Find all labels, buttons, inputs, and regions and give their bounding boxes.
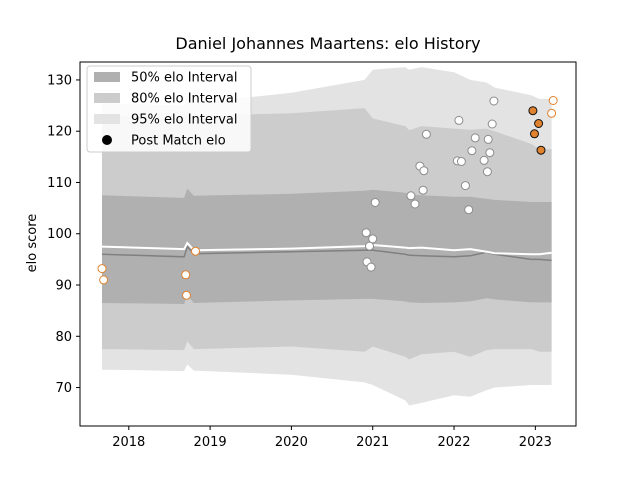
x-tick-label-2020: 2020 [275,435,308,450]
post-match-elo-point-29 [487,119,497,129]
x-axis: 2018 2019 2020 2021 2022 2023 [112,426,552,450]
post-match-elo-point-2 [99,275,109,285]
legend-label-marker: Post Match elo [131,134,226,149]
x-tick-label-2019: 2019 [194,435,227,450]
post-match-elo-point-35 [547,108,557,118]
legend-label-band50: 50% elo Interval [131,71,238,86]
post-match-elo-point-30 [489,96,499,106]
post-match-elo-point-34 [536,145,546,155]
post-match-elo-point-25 [479,155,489,165]
y-tick-label-80: 80 [55,330,72,345]
post-match-elo-point-3 [181,270,191,280]
band-50-interval [102,188,552,304]
y-tick-label-70: 70 [55,381,72,396]
post-match-elo-point-36 [548,96,558,105]
y-tick-label-120: 120 [47,125,72,140]
post-match-elo-point-13 [410,199,420,209]
y-tick-label-100: 100 [47,227,72,242]
post-match-elo-point-31 [528,106,538,116]
post-match-elo-point-28 [485,148,495,158]
y-axis-label: elo score [25,214,40,273]
post-match-elo-point-32 [530,129,539,139]
legend-swatch-band80 [94,93,120,103]
legend-label-band80: 80% elo Interval [131,92,238,107]
post-match-elo-point-16 [419,166,429,176]
post-match-elo-point-4 [182,290,191,300]
post-match-elo-point-22 [464,205,474,215]
post-match-elo-point-6 [361,228,371,238]
median-elo-line [101,241,552,256]
post-match-elo-point-23 [467,146,477,156]
post-match-elo-point-26 [482,167,492,177]
post-match-elo-point-21 [460,181,470,191]
legend-box [86,65,252,153]
post-match-elo-point-9 [366,262,376,272]
x-tick-label-2022: 2022 [437,435,470,450]
legend-swatch-band50 [94,72,120,82]
post-match-elo-point-17 [421,129,431,139]
legend-label-band95: 95% elo Interval [131,113,238,128]
post-match-elo-point-8 [365,241,374,251]
x-tick-label-2023: 2023 [519,435,552,450]
plot-frame [79,61,577,427]
chart-title: Daniel Johannes Maartens: elo History [175,34,480,53]
legend-swatch-band95 [94,114,120,124]
post-match-elo-point-27 [483,134,493,144]
x-tick-label-2018: 2018 [112,435,145,450]
y-tick-label-110: 110 [47,176,72,191]
post-match-elo-point-33 [534,119,544,128]
post-match-elo-point-20 [456,157,466,166]
y-axis: 70 80 90 100 110 120 130 [47,73,80,396]
post-match-elo-point-1 [97,264,107,274]
post-match-elo-point-24 [470,133,480,143]
y-tick-label-130: 130 [47,73,72,88]
post-match-elo-point-11 [370,198,380,207]
x-tick-label-2021: 2021 [356,435,389,450]
post-match-elo-point-15 [418,185,428,195]
post-match-elo-point-12 [406,191,416,201]
legend-marker-post-match [102,135,112,145]
y-tick-label-90: 90 [55,279,72,294]
post-match-elo-point-5 [191,246,200,256]
post-match-elo-point-10 [368,234,378,244]
post-match-elo-point-19 [454,115,464,125]
legend: 50% elo Interval 80% elo Interval 95% elo … [86,65,252,153]
